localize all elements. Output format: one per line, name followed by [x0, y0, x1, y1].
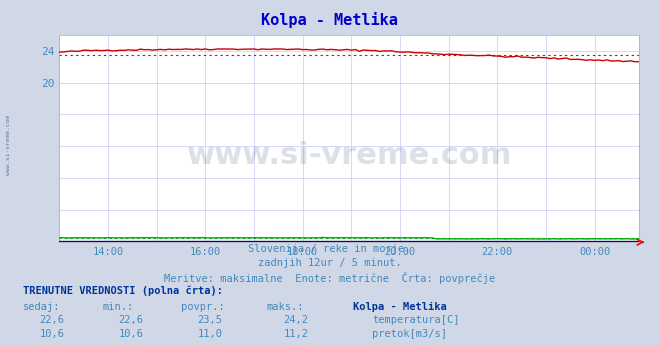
Text: min.:: min.: — [102, 302, 133, 312]
Text: 11,2: 11,2 — [283, 329, 308, 339]
Text: povpr.:: povpr.: — [181, 302, 225, 312]
Text: Kolpa - Metlika: Kolpa - Metlika — [353, 302, 446, 312]
Text: 10,6: 10,6 — [119, 329, 144, 339]
Text: pretok[m3/s]: pretok[m3/s] — [372, 329, 447, 339]
Text: 10,6: 10,6 — [40, 329, 65, 339]
Text: 22,6: 22,6 — [40, 315, 65, 325]
Text: Kolpa - Metlika: Kolpa - Metlika — [261, 12, 398, 28]
Text: sedaj:: sedaj: — [23, 302, 61, 312]
Text: Meritve: maksimalne  Enote: metrične  Črta: povprečje: Meritve: maksimalne Enote: metrične Črta… — [164, 272, 495, 284]
Text: 22,6: 22,6 — [119, 315, 144, 325]
Text: TRENUTNE VREDNOSTI (polna črta):: TRENUTNE VREDNOSTI (polna črta): — [23, 285, 223, 296]
Text: 23,5: 23,5 — [198, 315, 223, 325]
Text: www.si-vreme.com: www.si-vreme.com — [6, 115, 11, 175]
Text: maks.:: maks.: — [267, 302, 304, 312]
Text: 24,2: 24,2 — [283, 315, 308, 325]
Text: temperatura[C]: temperatura[C] — [372, 315, 460, 325]
Text: Slovenija / reke in morje.: Slovenija / reke in morje. — [248, 244, 411, 254]
Text: www.si-vreme.com: www.si-vreme.com — [186, 140, 512, 170]
Text: zadnjih 12ur / 5 minut.: zadnjih 12ur / 5 minut. — [258, 258, 401, 268]
Text: 11,0: 11,0 — [198, 329, 223, 339]
